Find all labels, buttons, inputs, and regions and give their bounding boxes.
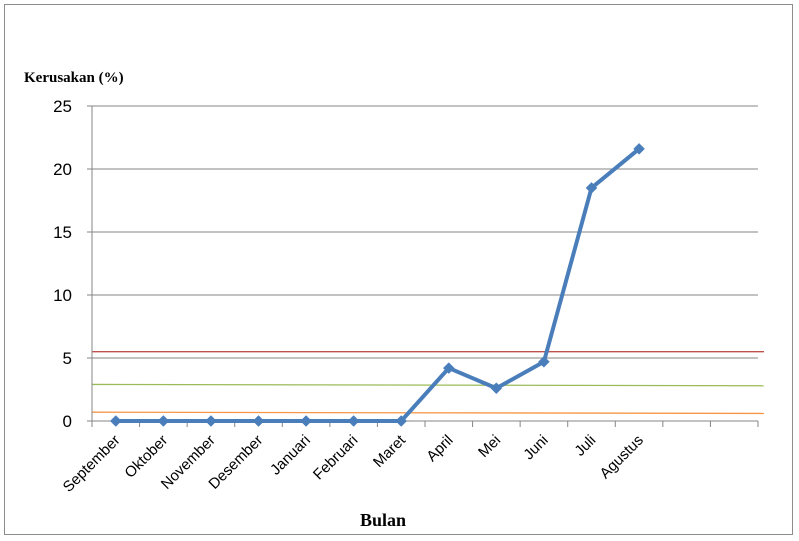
x-tick-label: April <box>423 432 456 465</box>
data-point <box>157 415 170 427</box>
data-point <box>347 415 360 427</box>
data-point <box>252 415 265 427</box>
y-tick-label: 5 <box>63 349 72 368</box>
y-tick-label: 15 <box>53 223 72 242</box>
reference-lines <box>91 351 765 415</box>
data-point <box>538 355 550 368</box>
data-point <box>395 415 408 427</box>
y-tick-label: 0 <box>63 412 72 431</box>
series <box>109 142 645 427</box>
gridlines <box>92 105 758 359</box>
chart-frame <box>4 4 793 535</box>
y-tick-label: 20 <box>53 160 72 179</box>
data-point <box>633 142 645 155</box>
x-tick-label: Juni <box>520 432 551 463</box>
reference-line <box>91 383 765 387</box>
data-point <box>442 362 455 374</box>
data-point <box>585 182 598 194</box>
x-tick-label: September <box>60 432 124 496</box>
x-tick-label: Mei <box>475 432 504 461</box>
y-tick-label: 25 <box>53 97 72 116</box>
axes: 0510152025SeptemberOktoberNovemberDesemb… <box>53 97 759 496</box>
x-tick-label: Maret <box>370 431 410 471</box>
data-point <box>109 415 122 427</box>
series-line <box>113 146 642 423</box>
x-tick-label: Juli <box>571 432 599 460</box>
y-axis-title: Kerusakan (%) <box>24 70 124 86</box>
reference-line <box>91 411 765 415</box>
axis-labels: Kerusakan (%) Bulan <box>24 70 406 530</box>
x-axis-title: Bulan <box>360 510 406 530</box>
y-tick-label: 10 <box>53 286 72 305</box>
data-point <box>490 382 503 395</box>
x-tick-label: Februari <box>310 432 362 484</box>
x-tick-label: Agustus <box>597 432 647 482</box>
x-tick-label: Januari <box>267 432 314 479</box>
data-point <box>300 415 312 427</box>
data-point <box>205 415 217 427</box>
